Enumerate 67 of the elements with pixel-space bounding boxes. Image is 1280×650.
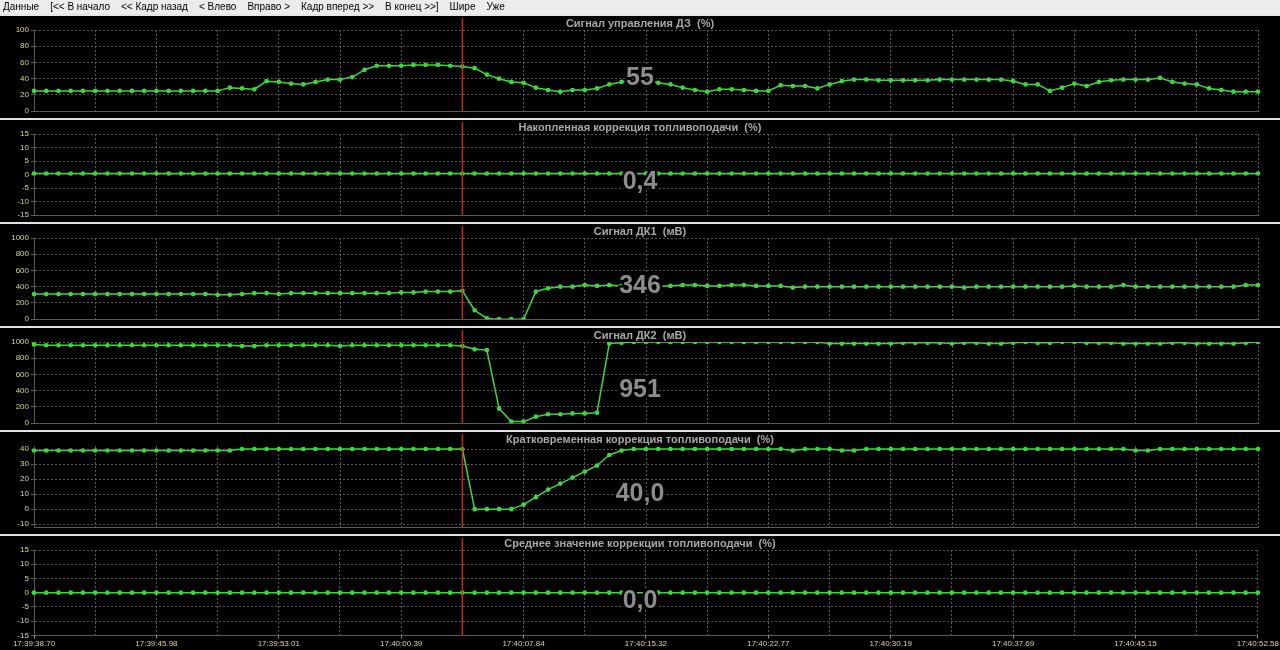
x-tick-label: 17:40:15.32 bbox=[624, 639, 668, 649]
text: В конец >>] bbox=[385, 1, 439, 12]
annotation: 951 bbox=[619, 374, 661, 403]
y-tick-label: 0 bbox=[24, 504, 30, 514]
y-tick-label: 10 bbox=[20, 142, 30, 152]
y-tick-label: 15 bbox=[20, 129, 30, 139]
y-tick-label: 200 bbox=[15, 298, 30, 308]
text: [<< В начало bbox=[50, 1, 110, 12]
x-tick-label: 17:40:52.58 bbox=[1236, 639, 1280, 649]
y-tick-label: 20 bbox=[20, 90, 30, 100]
chart-title: Среднее значение коррекции топливоподачи (%) bbox=[504, 536, 776, 549]
y-tick-label: 40 bbox=[20, 444, 30, 454]
y-tick-label: -15 bbox=[17, 630, 30, 640]
y-tick-label: 80 bbox=[20, 41, 30, 51]
y-tick-label: 0 bbox=[24, 314, 30, 324]
chart-title: Кратковременная коррекция топливоподачи (%) bbox=[506, 432, 775, 445]
y-tick-label: -10 bbox=[17, 616, 30, 626]
x-tick-label: 17:40:00.39 bbox=[380, 639, 423, 649]
x-tick-label: 17:40:45.15 bbox=[1114, 639, 1158, 649]
y-tick-label: -5 bbox=[21, 602, 30, 612]
x-tick-label: 17:39:38.70 bbox=[12, 639, 56, 649]
text: Вправо > bbox=[247, 1, 291, 12]
x-tick-label: 17:40:22.77 bbox=[747, 639, 790, 649]
x-tick-label: 17:40:37.69 bbox=[991, 639, 1035, 649]
y-tick-label: 0 bbox=[24, 169, 30, 179]
y-tick-label: 60 bbox=[20, 57, 30, 67]
x-tick-label: 17:40:07.84 bbox=[502, 639, 546, 649]
y-tick-label: 800 bbox=[15, 249, 30, 259]
y-tick-label: 15 bbox=[20, 545, 30, 555]
text: Шире bbox=[449, 1, 476, 12]
y-tick-label: 0 bbox=[24, 587, 30, 597]
y-tick-label: 600 bbox=[15, 265, 30, 275]
chart-title: Сигнал ДК2 (мВ) bbox=[593, 328, 687, 341]
text: < Влево bbox=[198, 1, 237, 12]
y-tick-label: 400 bbox=[15, 281, 30, 291]
y-tick-label: 0 bbox=[24, 418, 30, 428]
y-tick-label: 5 bbox=[24, 573, 30, 583]
chart-title: Сигнал ДК1 (мВ) bbox=[593, 224, 687, 237]
y-tick-label: 1000 bbox=[11, 337, 30, 347]
x-tick-label: 17:39:53.01 bbox=[257, 639, 301, 649]
annotation: 40,0 bbox=[615, 478, 665, 507]
y-tick-label: 10 bbox=[20, 559, 30, 569]
y-tick-label: 400 bbox=[15, 385, 30, 395]
x-tick-label: 17:40:30.19 bbox=[869, 639, 913, 649]
y-tick-label: 20 bbox=[20, 474, 30, 484]
y-tick-label: -5 bbox=[21, 183, 30, 193]
text: Данные bbox=[3, 1, 40, 12]
chart-title: Сигнал управления ДЗ (%) bbox=[565, 16, 715, 29]
y-tick-label: 40 bbox=[20, 73, 30, 83]
y-tick-label: 10 bbox=[20, 489, 30, 499]
annotation: 0,4 bbox=[622, 166, 658, 195]
y-tick-label: 100 bbox=[15, 25, 30, 35]
chart-title: Накопленная коррекция топливоподачи (%) bbox=[518, 120, 762, 133]
y-tick-label: 30 bbox=[20, 459, 30, 469]
y-tick-label: -10 bbox=[17, 196, 30, 206]
y-tick-label: 200 bbox=[15, 402, 30, 412]
y-tick-label: -15 bbox=[17, 210, 30, 220]
x-tick-label: 17:39:45.98 bbox=[135, 639, 179, 649]
y-tick-label: 600 bbox=[15, 369, 30, 379]
text: << Кадр назад bbox=[120, 1, 188, 12]
y-tick-label: -10 bbox=[17, 519, 30, 529]
y-tick-label: 0 bbox=[24, 106, 30, 116]
text: Уже bbox=[486, 1, 505, 12]
y-tick-label: 5 bbox=[24, 156, 30, 166]
y-tick-label: 800 bbox=[15, 353, 30, 363]
text: Кадр вперед >> bbox=[301, 1, 375, 12]
y-tick-label: 1000 bbox=[11, 233, 30, 243]
